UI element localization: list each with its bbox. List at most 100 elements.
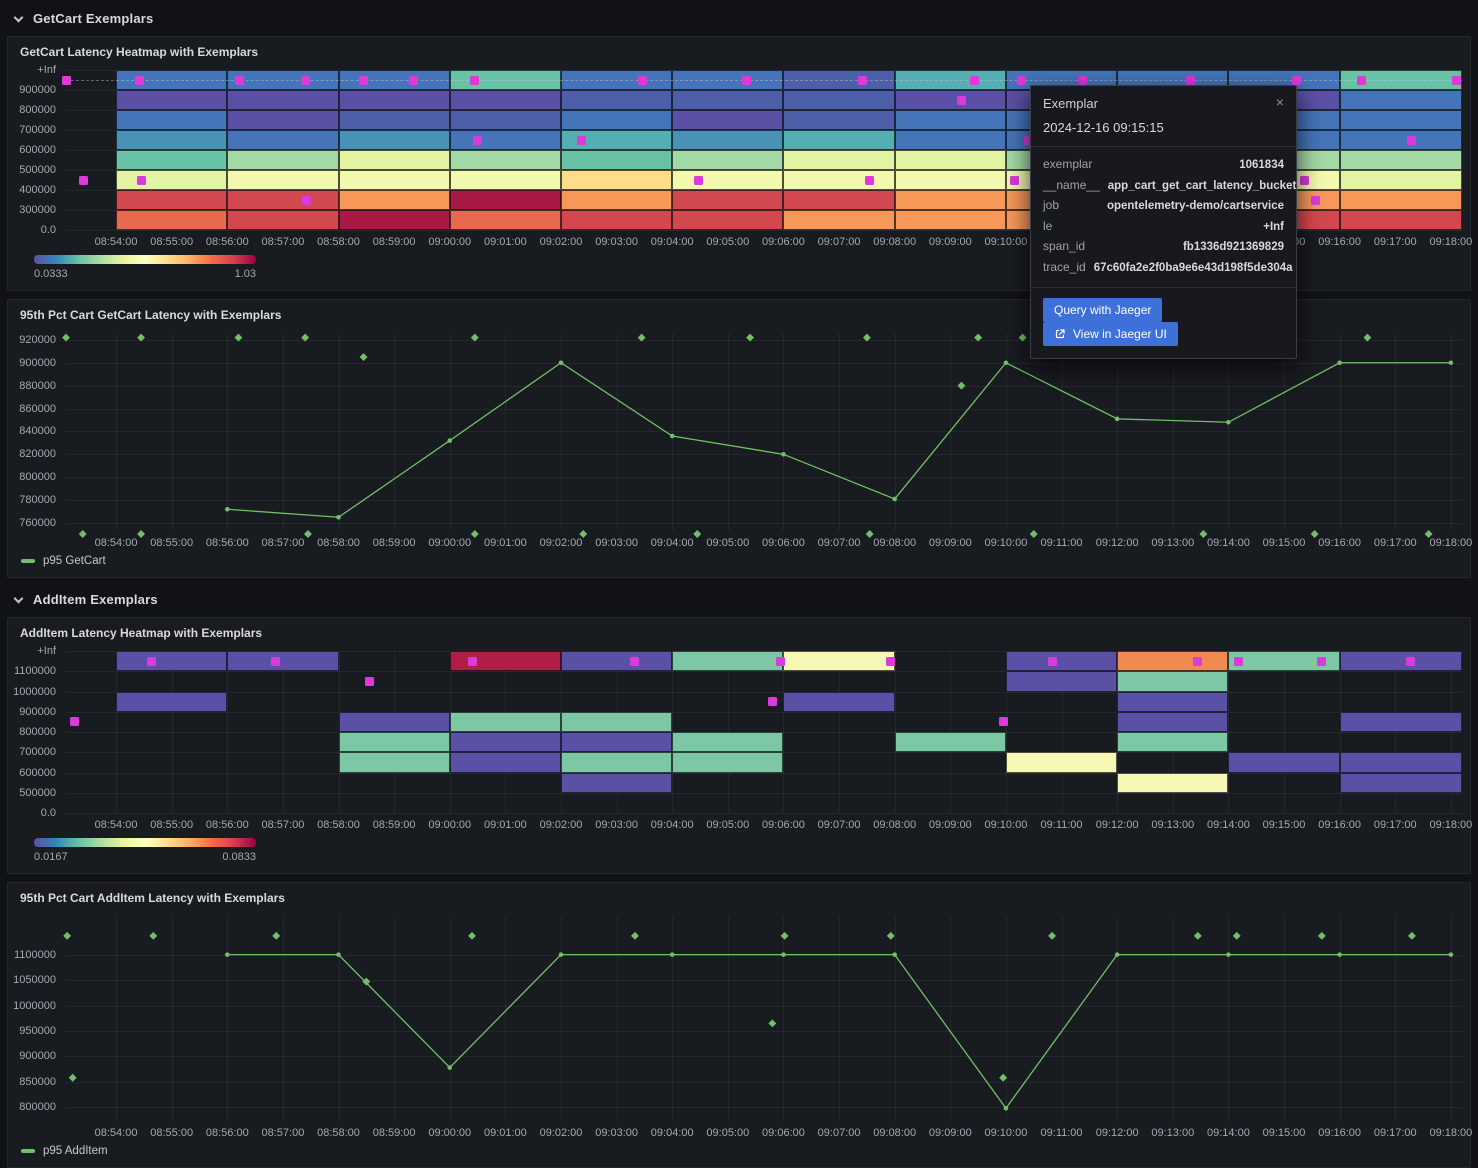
- exemplar-marker[interactable]: [885, 656, 895, 666]
- exemplar-marker[interactable]: [359, 75, 369, 85]
- exemplar-marker[interactable]: [467, 656, 477, 666]
- exemplar-diamond[interactable]: [234, 333, 243, 342]
- exemplar-diamond[interactable]: [359, 353, 368, 361]
- section-header-getcart[interactable]: GetCart Exemplars: [7, 5, 1471, 32]
- exemplar-diamond[interactable]: [631, 931, 639, 940]
- exemplar-marker[interactable]: [1010, 175, 1020, 185]
- exemplar-diamond[interactable]: [637, 333, 646, 342]
- exemplar-marker[interactable]: [69, 717, 79, 727]
- exemplar-diamond[interactable]: [62, 333, 70, 342]
- exemplar-marker[interactable]: [776, 656, 786, 666]
- exemplar-diamond[interactable]: [1193, 931, 1202, 940]
- exemplar-marker[interactable]: [1186, 75, 1196, 85]
- data-point[interactable]: [892, 952, 898, 957]
- exemplar-marker[interactable]: [364, 676, 374, 686]
- data-point[interactable]: [336, 514, 341, 520]
- exemplar-diamond[interactable]: [1232, 931, 1241, 940]
- exemplar-diamond[interactable]: [470, 530, 479, 538]
- data-point[interactable]: [558, 952, 564, 957]
- exemplar-marker[interactable]: [767, 697, 777, 707]
- view-in-jaeger-button[interactable]: View in Jaeger UI: [1043, 322, 1178, 346]
- exemplar-marker[interactable]: [1233, 656, 1243, 666]
- exemplar-marker[interactable]: [136, 175, 146, 185]
- exemplar-marker[interactable]: [469, 75, 479, 85]
- exemplar-diamond[interactable]: [780, 931, 789, 940]
- data-point[interactable]: [558, 360, 564, 366]
- exemplar-marker[interactable]: [1292, 75, 1302, 85]
- data-point[interactable]: [1448, 952, 1454, 957]
- data-point[interactable]: [892, 496, 898, 502]
- data-point[interactable]: [1448, 360, 1454, 366]
- query-with-jaeger-button[interactable]: Query with Jaeger: [1043, 298, 1163, 322]
- exemplar-marker[interactable]: [864, 175, 874, 185]
- exemplar-diamond[interactable]: [886, 931, 895, 940]
- exemplar-diamond[interactable]: [862, 333, 871, 342]
- exemplar-marker[interactable]: [1357, 75, 1367, 85]
- exemplar-marker[interactable]: [409, 75, 419, 85]
- exemplar-marker[interactable]: [135, 75, 145, 85]
- exemplar-marker[interactable]: [694, 175, 704, 185]
- exemplar-marker[interactable]: [637, 75, 647, 85]
- exemplar-marker[interactable]: [1078, 75, 1088, 85]
- exemplar-diamond[interactable]: [746, 333, 755, 342]
- data-point[interactable]: [224, 506, 230, 512]
- data-point[interactable]: [336, 952, 341, 957]
- exemplar-marker[interactable]: [577, 135, 587, 145]
- data-point[interactable]: [224, 952, 230, 957]
- exemplar-marker[interactable]: [300, 75, 310, 85]
- exemplar-marker[interactable]: [1017, 75, 1026, 85]
- data-point[interactable]: [1337, 952, 1342, 957]
- exemplar-diamond[interactable]: [272, 931, 281, 940]
- exemplar-diamond[interactable]: [468, 931, 476, 940]
- exemplar-diamond[interactable]: [1317, 931, 1326, 940]
- exemplar-marker[interactable]: [235, 75, 245, 85]
- exemplar-marker[interactable]: [1193, 656, 1203, 666]
- legend-series-icon[interactable]: [21, 559, 35, 563]
- exemplar-diamond[interactable]: [470, 333, 479, 342]
- data-point[interactable]: [669, 952, 675, 957]
- exemplar-diamond[interactable]: [1048, 931, 1057, 940]
- exemplar-diamond[interactable]: [137, 333, 146, 342]
- data-point[interactable]: [781, 452, 786, 457]
- section-header-additem[interactable]: AddItem Exemplars: [7, 586, 1471, 613]
- exemplar-marker[interactable]: [146, 656, 156, 666]
- panel-title[interactable]: AddItem Latency Heatmap with Exemplars: [20, 626, 263, 640]
- exemplar-diamond[interactable]: [362, 977, 371, 986]
- panel-title[interactable]: 95th Pct Cart AddItem Latency with Exemp…: [20, 891, 285, 905]
- exemplar-marker[interactable]: [857, 75, 867, 85]
- panel-title[interactable]: 95th Pct Cart GetCart Latency with Exemp…: [20, 308, 282, 322]
- exemplar-marker[interactable]: [629, 656, 639, 666]
- exemplar-marker[interactable]: [1299, 175, 1309, 185]
- data-point[interactable]: [447, 1065, 453, 1070]
- legend-series-icon[interactable]: [21, 1149, 35, 1153]
- data-point[interactable]: [1337, 360, 1342, 366]
- data-point[interactable]: [1226, 419, 1231, 425]
- data-point[interactable]: [1114, 416, 1120, 422]
- data-point[interactable]: [1226, 952, 1231, 957]
- data-point[interactable]: [1003, 1105, 1009, 1111]
- exemplar-diamond[interactable]: [768, 1019, 777, 1028]
- exemplar-marker[interactable]: [1406, 656, 1416, 666]
- data-point[interactable]: [781, 952, 786, 957]
- exemplar-marker[interactable]: [1311, 195, 1321, 205]
- legend-series-label[interactable]: p95 GetCart: [43, 555, 106, 567]
- exemplar-marker[interactable]: [1407, 135, 1417, 145]
- exemplar-marker[interactable]: [1451, 75, 1461, 85]
- data-point[interactable]: [447, 438, 453, 443]
- exemplar-marker[interactable]: [78, 175, 88, 185]
- data-point[interactable]: [669, 433, 675, 439]
- exemplar-marker[interactable]: [969, 75, 979, 85]
- exemplar-diamond[interactable]: [1018, 333, 1027, 342]
- exemplar-diamond[interactable]: [1363, 333, 1372, 342]
- exemplar-diamond[interactable]: [149, 931, 158, 940]
- exemplar-diamond[interactable]: [1407, 931, 1416, 940]
- exemplar-marker[interactable]: [270, 656, 280, 666]
- exemplar-marker[interactable]: [741, 75, 751, 85]
- exemplar-marker[interactable]: [1023, 135, 1033, 145]
- exemplar-diamond[interactable]: [63, 931, 72, 940]
- exemplar-diamond[interactable]: [301, 333, 310, 342]
- panel-title[interactable]: GetCart Latency Heatmap with Exemplars: [20, 45, 259, 59]
- data-point[interactable]: [1003, 360, 1009, 366]
- exemplar-marker[interactable]: [62, 75, 72, 85]
- exemplar-diamond[interactable]: [957, 381, 966, 390]
